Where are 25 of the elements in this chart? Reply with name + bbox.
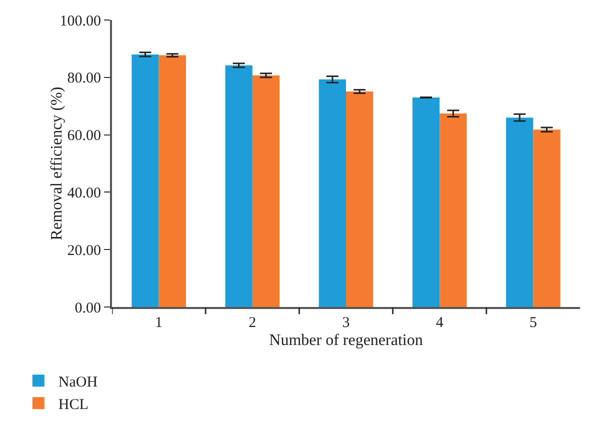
- bar: [318, 79, 346, 307]
- bar: [506, 118, 534, 307]
- legend-label: HCL: [58, 397, 88, 413]
- y-tick-label: 0.00: [74, 300, 101, 316]
- y-tick-label: 60.00: [67, 128, 101, 144]
- x-tick-label: 1: [155, 315, 163, 331]
- y-tick-label: 80.00: [67, 70, 101, 87]
- x-axis-title: Number of regeneration: [269, 332, 423, 350]
- bar: [158, 55, 186, 307]
- x-tick-label: 2: [248, 315, 256, 331]
- legend-label: NaOH: [58, 374, 98, 390]
- x-tick-label: 4: [436, 315, 444, 331]
- x-tick-label: 5: [529, 315, 537, 331]
- bar: [440, 114, 467, 307]
- bar: [533, 130, 560, 307]
- y-tick-label: 40.00: [67, 185, 101, 202]
- y-axis-title: Removal efficiency (%): [48, 86, 66, 240]
- bar: [132, 54, 159, 307]
- bar: [252, 75, 280, 307]
- y-tick-label: 100.00: [60, 13, 101, 30]
- y-tick-label: 20.00: [67, 242, 101, 259]
- bar: [346, 91, 374, 307]
- bar: [412, 97, 440, 307]
- x-tick-label: 3: [342, 315, 350, 331]
- bar: [225, 65, 252, 307]
